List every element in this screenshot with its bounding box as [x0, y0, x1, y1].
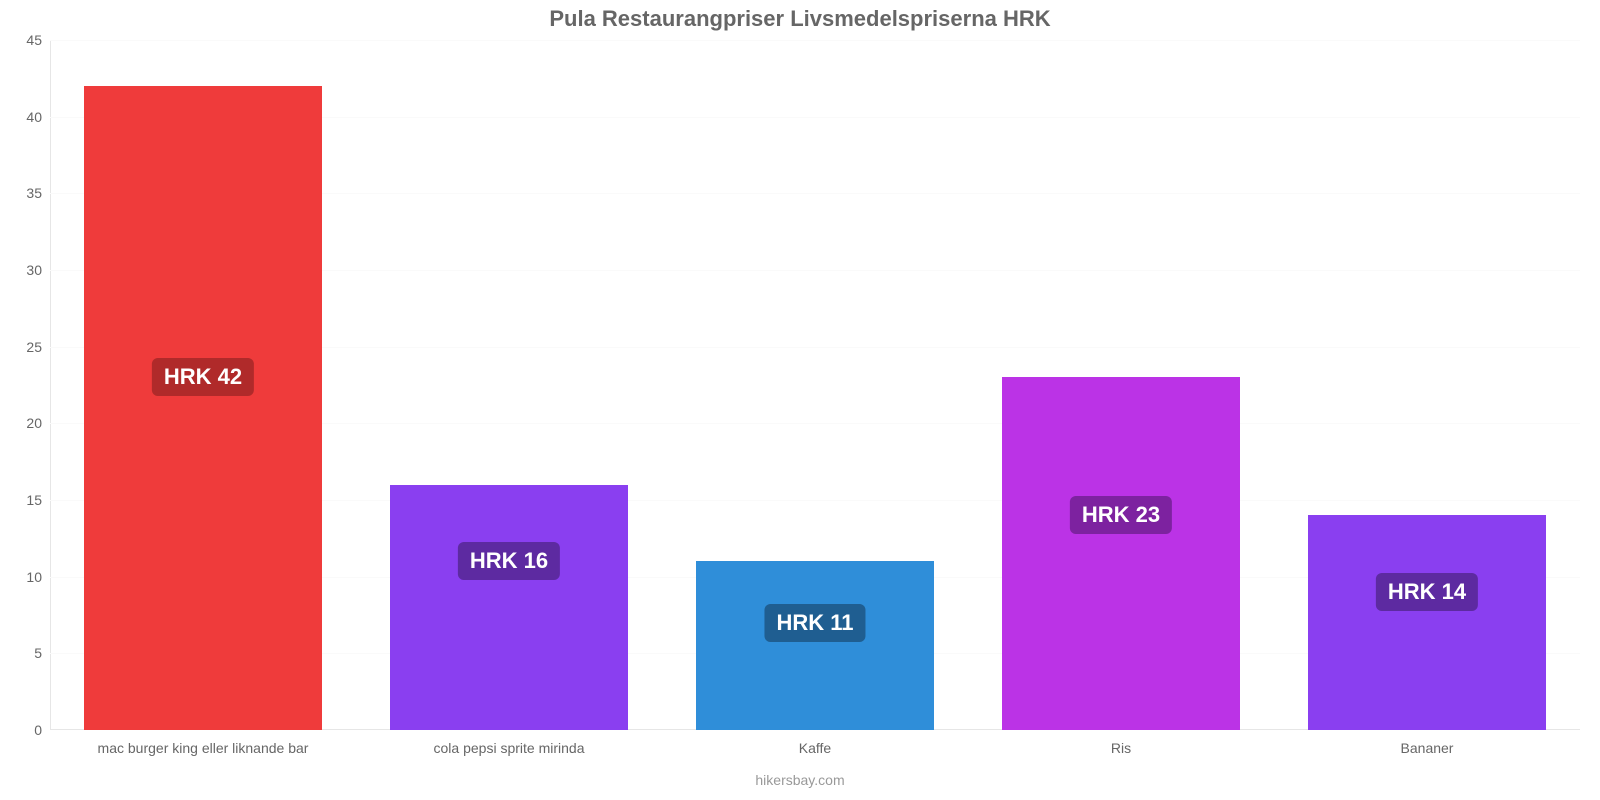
y-tick-label: 15: [26, 492, 50, 508]
bar-value-label-text: HRK 16: [470, 548, 548, 573]
bar-value-label-text: HRK 23: [1082, 502, 1160, 527]
gridline: [50, 40, 1580, 41]
bar-value-label: HRK 14: [1376, 573, 1478, 611]
y-axis-line: [50, 40, 51, 730]
bar-value-label: HRK 42: [152, 358, 254, 396]
bar: [1308, 515, 1547, 730]
y-tick-label: 35: [26, 185, 50, 201]
plot-area: 051015202530354045HRK 42mac burger king …: [50, 40, 1580, 730]
y-tick-label: 0: [34, 722, 50, 738]
y-tick-label: 40: [26, 109, 50, 125]
x-category-label: Bananer: [1401, 730, 1454, 756]
x-category-label: Kaffe: [799, 730, 831, 756]
price-bar-chart: Pula Restaurangpriser Livsmedelspriserna…: [0, 0, 1600, 800]
y-tick-label: 30: [26, 262, 50, 278]
chart-caption: hikersbay.com: [0, 772, 1600, 788]
bar-value-label: HRK 11: [764, 604, 865, 642]
bar-value-label: HRK 16: [458, 542, 560, 580]
y-tick-label: 45: [26, 32, 50, 48]
bar: [390, 485, 629, 730]
x-category-label: Ris: [1111, 730, 1131, 756]
y-tick-label: 20: [26, 415, 50, 431]
chart-title: Pula Restaurangpriser Livsmedelspriserna…: [0, 6, 1600, 32]
y-tick-label: 5: [34, 645, 50, 661]
bar: [696, 561, 935, 730]
x-category-label: mac burger king eller liknande bar: [98, 730, 309, 756]
y-tick-label: 10: [26, 569, 50, 585]
x-category-label: cola pepsi sprite mirinda: [434, 730, 585, 756]
y-tick-label: 25: [26, 339, 50, 355]
bar: [1002, 377, 1241, 730]
bar: [84, 86, 323, 730]
bar-value-label-text: HRK 42: [164, 364, 242, 389]
bar-value-label: HRK 23: [1070, 496, 1172, 534]
bar-value-label-text: HRK 14: [1388, 579, 1466, 604]
bar-value-label-text: HRK 11: [776, 610, 853, 635]
